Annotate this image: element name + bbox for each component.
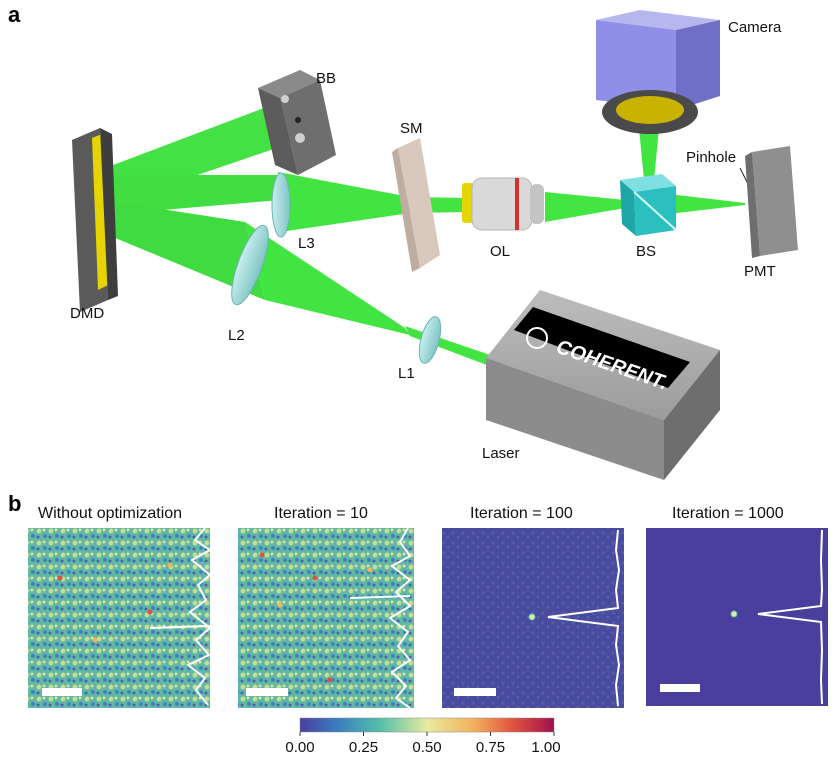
l2-label: L2 bbox=[228, 327, 245, 344]
dmd-label: DMD bbox=[70, 305, 104, 322]
scale-bar bbox=[42, 688, 82, 696]
scattering-medium bbox=[392, 138, 440, 272]
speckle-image-iteration-10 bbox=[238, 527, 414, 709]
panel-title-without-optimization: Without optimization bbox=[38, 505, 182, 522]
pmt-label: PMT bbox=[744, 263, 776, 280]
colorbar-tick: 0.50 bbox=[412, 739, 441, 756]
beam-bs-to-pmt bbox=[660, 193, 745, 215]
objective-lens bbox=[462, 177, 544, 231]
colorbar-tick: 0.25 bbox=[349, 739, 378, 756]
l3-label: L3 bbox=[298, 235, 315, 252]
colorbar-tick: 0.75 bbox=[476, 739, 505, 756]
pmt bbox=[745, 146, 798, 258]
panel-title-iteration-10: Iteration = 10 bbox=[274, 505, 368, 522]
beam-l3-to-sm bbox=[278, 172, 410, 232]
beam-dmd-to-l3 bbox=[102, 175, 280, 215]
laser-label: Laser bbox=[482, 445, 520, 462]
panel-a-letter: a bbox=[8, 2, 21, 27]
laser: COHERENT. bbox=[486, 290, 720, 480]
scale-bar bbox=[660, 684, 700, 692]
laser-beams bbox=[100, 100, 745, 370]
camera-label: Camera bbox=[728, 19, 782, 36]
beam-ol-to-bs bbox=[545, 192, 625, 222]
panel-title-iteration-1000: Iteration = 1000 bbox=[672, 505, 784, 522]
panel-b-letter: b bbox=[8, 491, 21, 516]
colorbar-tick: 1.00 bbox=[531, 739, 560, 756]
pinhole-label: Pinhole bbox=[686, 149, 736, 166]
colorbar-tick: 0.00 bbox=[285, 739, 314, 756]
bb-label: BB bbox=[316, 70, 336, 87]
beam-block bbox=[258, 70, 336, 175]
sm-label: SM bbox=[400, 120, 423, 137]
scale-bar bbox=[454, 688, 496, 696]
ol-label: OL bbox=[490, 243, 510, 260]
beam-l1-to-l2 bbox=[245, 222, 410, 335]
lens-l3 bbox=[271, 172, 291, 238]
scale-bar bbox=[246, 688, 288, 696]
bs-label: BS bbox=[636, 243, 656, 260]
beam-l2-to-dmd bbox=[104, 200, 265, 300]
speckle-image-iteration-100 bbox=[442, 528, 624, 708]
lens-l2 bbox=[231, 224, 269, 306]
colorbar: 0.00 0.25 0.50 0.75 1.00 bbox=[285, 717, 561, 756]
speckle-image-iteration-1000 bbox=[646, 528, 828, 706]
beam-splitter bbox=[620, 174, 677, 236]
speckle-image-without-optimization bbox=[28, 527, 212, 708]
l1-label: L1 bbox=[398, 365, 415, 382]
panel-title-iteration-100: Iteration = 100 bbox=[470, 505, 573, 522]
camera bbox=[596, 10, 720, 134]
lens-l1 bbox=[418, 316, 442, 364]
dmd bbox=[72, 128, 118, 312]
